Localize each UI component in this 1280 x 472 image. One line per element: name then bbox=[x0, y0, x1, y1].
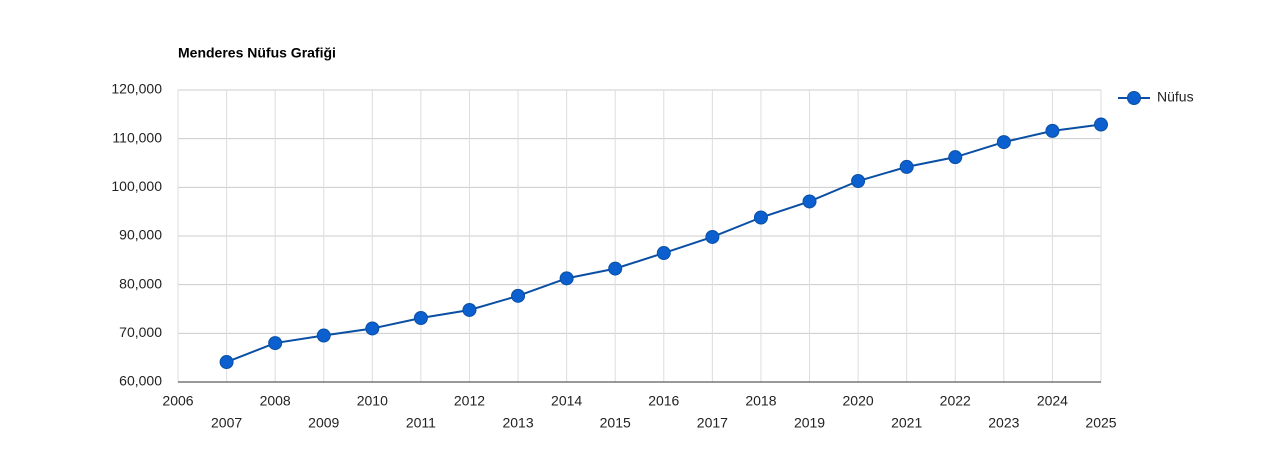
point bbox=[462, 302, 477, 317]
y-tick-label: 60,000 bbox=[119, 373, 162, 389]
x-tick-label: 2007 bbox=[211, 415, 242, 431]
y-tick-label: 120,000 bbox=[111, 81, 162, 97]
point bbox=[511, 288, 526, 303]
point bbox=[1045, 123, 1060, 138]
point bbox=[1094, 117, 1108, 132]
x-tick-label: 2024 bbox=[1037, 393, 1068, 409]
point bbox=[559, 271, 574, 286]
y-tick-label: 100,000 bbox=[111, 178, 162, 194]
x-tick-label: 2023 bbox=[988, 415, 1019, 431]
x-tick-label: 2011 bbox=[406, 415, 436, 431]
y-tick-label: 110,000 bbox=[112, 129, 162, 145]
x-tick-label: 2025 bbox=[1085, 415, 1116, 431]
point bbox=[268, 336, 283, 351]
legend-marker bbox=[1127, 91, 1141, 105]
point bbox=[851, 174, 866, 189]
y-tick-label: 90,000 bbox=[119, 227, 162, 243]
x-tick-label: 2008 bbox=[260, 393, 291, 409]
x-tick-label: 2015 bbox=[600, 415, 631, 431]
x-tick-label: 2018 bbox=[745, 393, 776, 409]
x-tick-label: 2010 bbox=[357, 393, 388, 409]
x-tick-label: 2021 bbox=[891, 415, 922, 431]
point bbox=[656, 246, 671, 261]
x-tick-label: 2016 bbox=[648, 393, 679, 409]
x-tick-label: 2022 bbox=[940, 393, 971, 409]
point bbox=[899, 159, 914, 174]
y-tick-label: 80,000 bbox=[119, 275, 162, 291]
point bbox=[948, 150, 963, 165]
point bbox=[316, 328, 331, 343]
x-tick-label: 2012 bbox=[454, 393, 485, 409]
point bbox=[753, 210, 768, 225]
point bbox=[219, 355, 234, 370]
x-tick-label: 2020 bbox=[843, 393, 874, 409]
chart-title: Menderes Nüfus Grafiği bbox=[178, 45, 336, 61]
point bbox=[413, 311, 428, 326]
point bbox=[996, 135, 1011, 150]
x-tick-label: 2006 bbox=[162, 393, 193, 409]
point bbox=[365, 321, 380, 336]
legend-label: Nüfus bbox=[1157, 89, 1194, 105]
x-tick-label: 2014 bbox=[551, 393, 582, 409]
y-tick-label: 70,000 bbox=[119, 324, 162, 340]
x-tick-label: 2017 bbox=[697, 415, 728, 431]
x-tick-label: 2019 bbox=[794, 415, 825, 431]
point bbox=[705, 229, 720, 244]
point bbox=[608, 261, 623, 276]
x-tick-label: 2009 bbox=[308, 415, 339, 431]
x-tick-label: 2013 bbox=[502, 415, 533, 431]
point bbox=[802, 194, 817, 209]
